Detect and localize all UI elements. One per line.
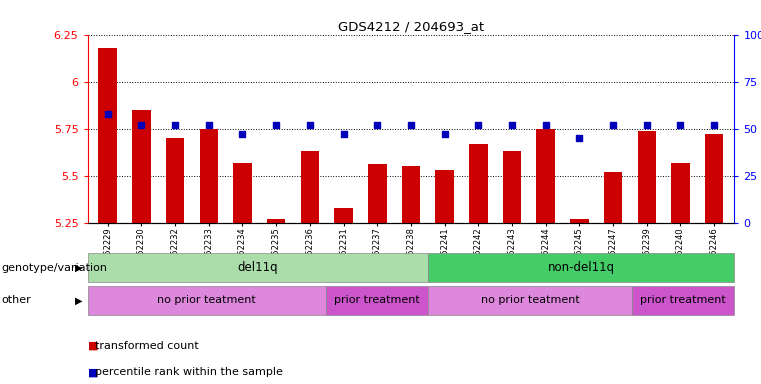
Bar (671, 162, 689, 223)
Point (169, 122, 181, 128)
Bar (705, 134, 724, 223)
Bar (88, 253, 428, 282)
Point (641, 122, 653, 128)
Bar (428, 286, 632, 315)
Text: no prior teatment: no prior teatment (158, 295, 256, 306)
Bar (267, 219, 285, 223)
Bar (233, 162, 252, 223)
Text: ▶: ▶ (75, 263, 82, 273)
Point (540, 122, 552, 128)
Text: ▶: ▶ (75, 295, 82, 306)
Text: genotype/variation: genotype/variation (2, 263, 107, 273)
Bar (537, 129, 555, 223)
Point (371, 122, 384, 128)
Bar (603, 172, 622, 223)
Point (237, 131, 249, 137)
Point (102, 111, 114, 117)
Text: transformed count: transformed count (95, 341, 199, 351)
Point (708, 122, 720, 128)
Bar (368, 164, 387, 223)
Bar (199, 129, 218, 223)
Text: no prior teatment: no prior teatment (481, 295, 579, 306)
Bar (326, 286, 428, 315)
Bar (88, 286, 326, 315)
Text: prior treatment: prior treatment (334, 295, 420, 306)
Point (473, 122, 485, 128)
Text: percentile rank within the sample: percentile rank within the sample (95, 367, 283, 377)
Bar (98, 48, 117, 223)
Point (337, 131, 349, 137)
Point (202, 122, 215, 128)
Text: other: other (2, 295, 31, 306)
Point (573, 135, 585, 141)
Bar (435, 170, 454, 223)
Title: GDS4212 / 204693_at: GDS4212 / 204693_at (338, 20, 484, 33)
Point (438, 131, 451, 137)
Text: ■: ■ (88, 341, 98, 351)
Point (506, 122, 518, 128)
Text: del11q: del11q (237, 262, 278, 274)
Point (405, 122, 417, 128)
Bar (166, 138, 184, 223)
Point (607, 122, 619, 128)
Point (304, 122, 316, 128)
Bar (402, 166, 420, 223)
Bar (469, 144, 488, 223)
Bar (570, 219, 589, 223)
Bar (132, 110, 151, 223)
Text: non-del11q: non-del11q (548, 262, 615, 274)
Bar (638, 131, 656, 223)
Point (135, 122, 148, 128)
Text: ■: ■ (88, 367, 98, 377)
Bar (503, 151, 521, 223)
Bar (428, 253, 734, 282)
Point (270, 122, 282, 128)
Bar (334, 208, 353, 223)
Bar (632, 286, 734, 315)
Text: prior treatment: prior treatment (641, 295, 726, 306)
Bar (301, 151, 319, 223)
Point (674, 122, 686, 128)
